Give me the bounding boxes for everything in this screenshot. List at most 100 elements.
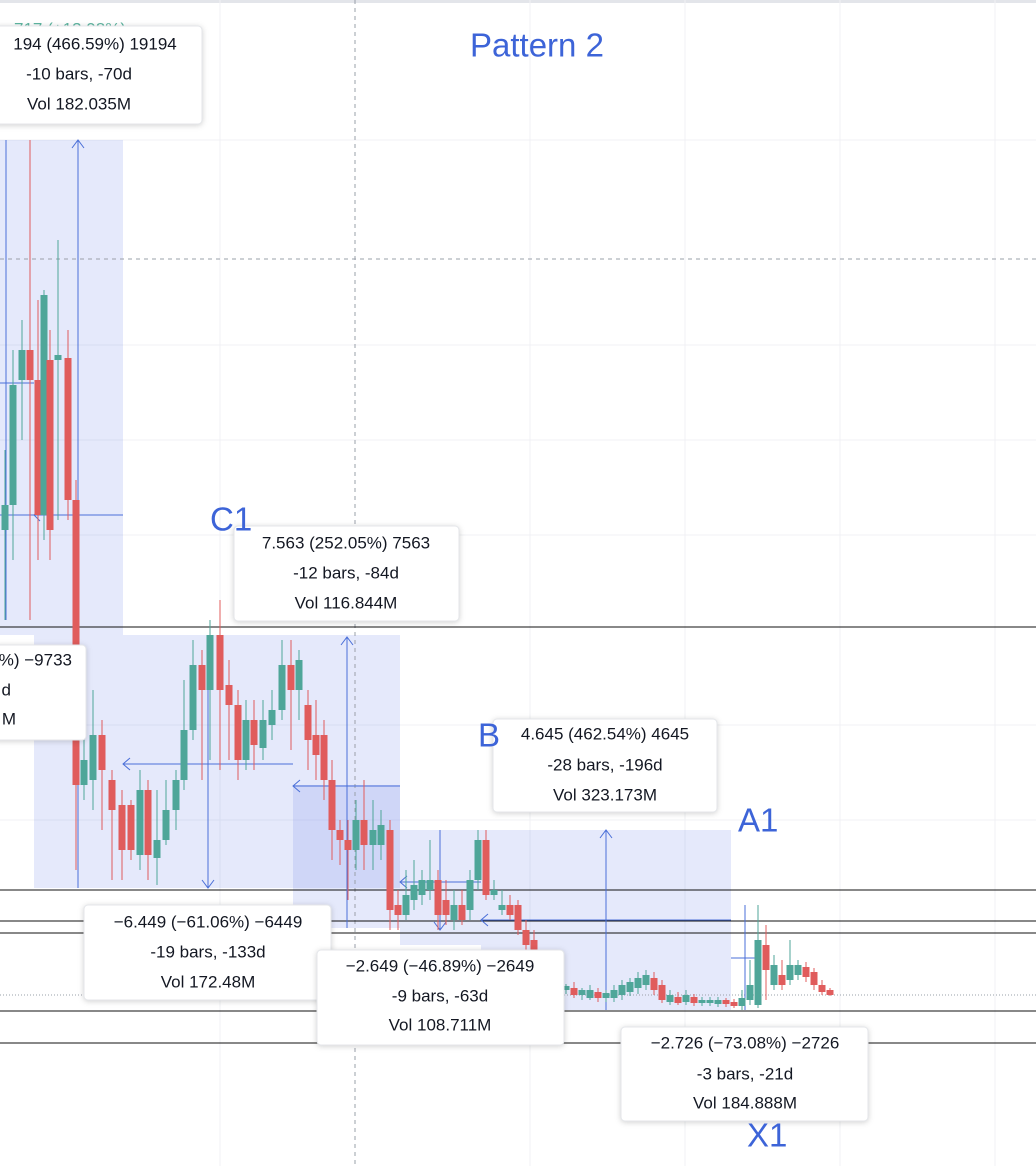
measure-box [316, 949, 565, 1046]
measure-box [233, 525, 460, 622]
measure-text: −2.726 (−73.08%) −2726 [651, 1033, 840, 1052]
candle-body [786, 965, 794, 980]
candle-body [754, 940, 762, 1005]
measure-box [620, 1026, 869, 1122]
measure-text: %) −9733 [0, 650, 72, 669]
measure-text: Vol 172.48M [161, 972, 256, 991]
candle-body [136, 790, 144, 855]
candle-body [98, 735, 106, 770]
candle-body [698, 1000, 706, 1003]
candle-body [26, 350, 34, 380]
measure-text: M [2, 709, 16, 728]
candle-body [826, 990, 834, 995]
candle-body [89, 735, 97, 780]
candle-body [250, 720, 258, 745]
candle-body [762, 945, 770, 970]
measure-text: Vol 116.844M [295, 593, 398, 612]
candle-body [80, 760, 88, 785]
measure-box [0, 644, 87, 741]
measure-text: -9 bars, -63d [392, 986, 488, 1005]
measure-text: -28 bars, -196d [547, 755, 662, 774]
candle-body [434, 880, 442, 915]
candle-body [570, 988, 578, 995]
candle-body [9, 385, 17, 505]
candle-body [474, 840, 482, 880]
point-label: C1 [210, 501, 252, 538]
candle-body [40, 295, 48, 515]
candle-body [180, 730, 188, 780]
candle-body [225, 685, 233, 705]
candle-body [618, 985, 626, 995]
candle-body [466, 880, 474, 910]
candle-body [344, 840, 352, 850]
measure-box [492, 718, 718, 813]
candle-body [153, 840, 161, 858]
candle-body [295, 660, 303, 690]
candle-body [746, 985, 754, 1000]
candle-body [172, 780, 180, 810]
measure-text: -10 bars, -70d [26, 64, 132, 83]
candle-body [586, 990, 594, 998]
measure-text: −6.449 (−61.06%) −6449 [114, 912, 303, 931]
candle-body [1, 505, 9, 530]
candle-body [352, 820, 360, 850]
candle-body [818, 985, 826, 992]
candle-body [666, 995, 674, 1002]
candle-body [490, 890, 498, 895]
measure-text: Vol 184.888M [693, 1093, 797, 1112]
candle-body [498, 905, 506, 910]
measure-text: 7.563 (252.05%) 7563 [262, 533, 430, 552]
point-label: X1 [747, 1117, 787, 1154]
candle-body [426, 880, 434, 890]
measure-text: −2.649 (−46.89%) −2649 [346, 956, 535, 975]
candle-body [794, 965, 802, 975]
candle-body [242, 720, 250, 760]
candle-body [770, 965, 778, 985]
candle-body [458, 905, 466, 920]
candle-body [46, 360, 54, 530]
candle-body [482, 840, 490, 895]
candle-body [127, 805, 135, 850]
candle-body [690, 997, 698, 1003]
candle-body [658, 985, 666, 1000]
candle-body [54, 355, 62, 360]
candle-body [34, 380, 42, 515]
candle-body [108, 780, 116, 810]
candle-body [602, 993, 610, 998]
candle-body [714, 1000, 722, 1004]
candle-body [578, 990, 586, 995]
candle-body [336, 830, 344, 840]
candle-body [328, 780, 336, 830]
candle-body [722, 1000, 730, 1004]
candle-body [72, 500, 80, 785]
candle-body [278, 665, 286, 710]
candle-body [268, 710, 276, 725]
candle-body [442, 900, 450, 915]
candle-body [402, 895, 410, 915]
candle-body [377, 825, 385, 845]
measure-text: Vol 323.173M [553, 785, 657, 804]
candle-body [64, 358, 72, 500]
candle-body [650, 978, 658, 990]
candle-body [18, 350, 26, 380]
candle-body [634, 978, 642, 988]
candle-body [506, 905, 514, 915]
candle-body [674, 997, 682, 1003]
measure-text: Vol 182.035M [27, 94, 131, 113]
candle-body [189, 665, 197, 730]
candle-body [562, 986, 570, 990]
candle-body [706, 1000, 714, 1003]
candle-body [320, 735, 328, 780]
measure-text: d [2, 680, 11, 699]
candle-body [810, 972, 818, 985]
candle-body [450, 905, 458, 920]
measure-text: -12 bars, -84d [293, 563, 399, 582]
measure-text: 4.645 (462.54%) 4645 [521, 724, 689, 743]
top-border [0, 0, 1036, 3]
candle-body [234, 705, 242, 760]
candle-body [642, 975, 650, 985]
candle-body [360, 820, 368, 845]
candle-body [738, 998, 746, 1006]
candle-body [304, 705, 312, 740]
